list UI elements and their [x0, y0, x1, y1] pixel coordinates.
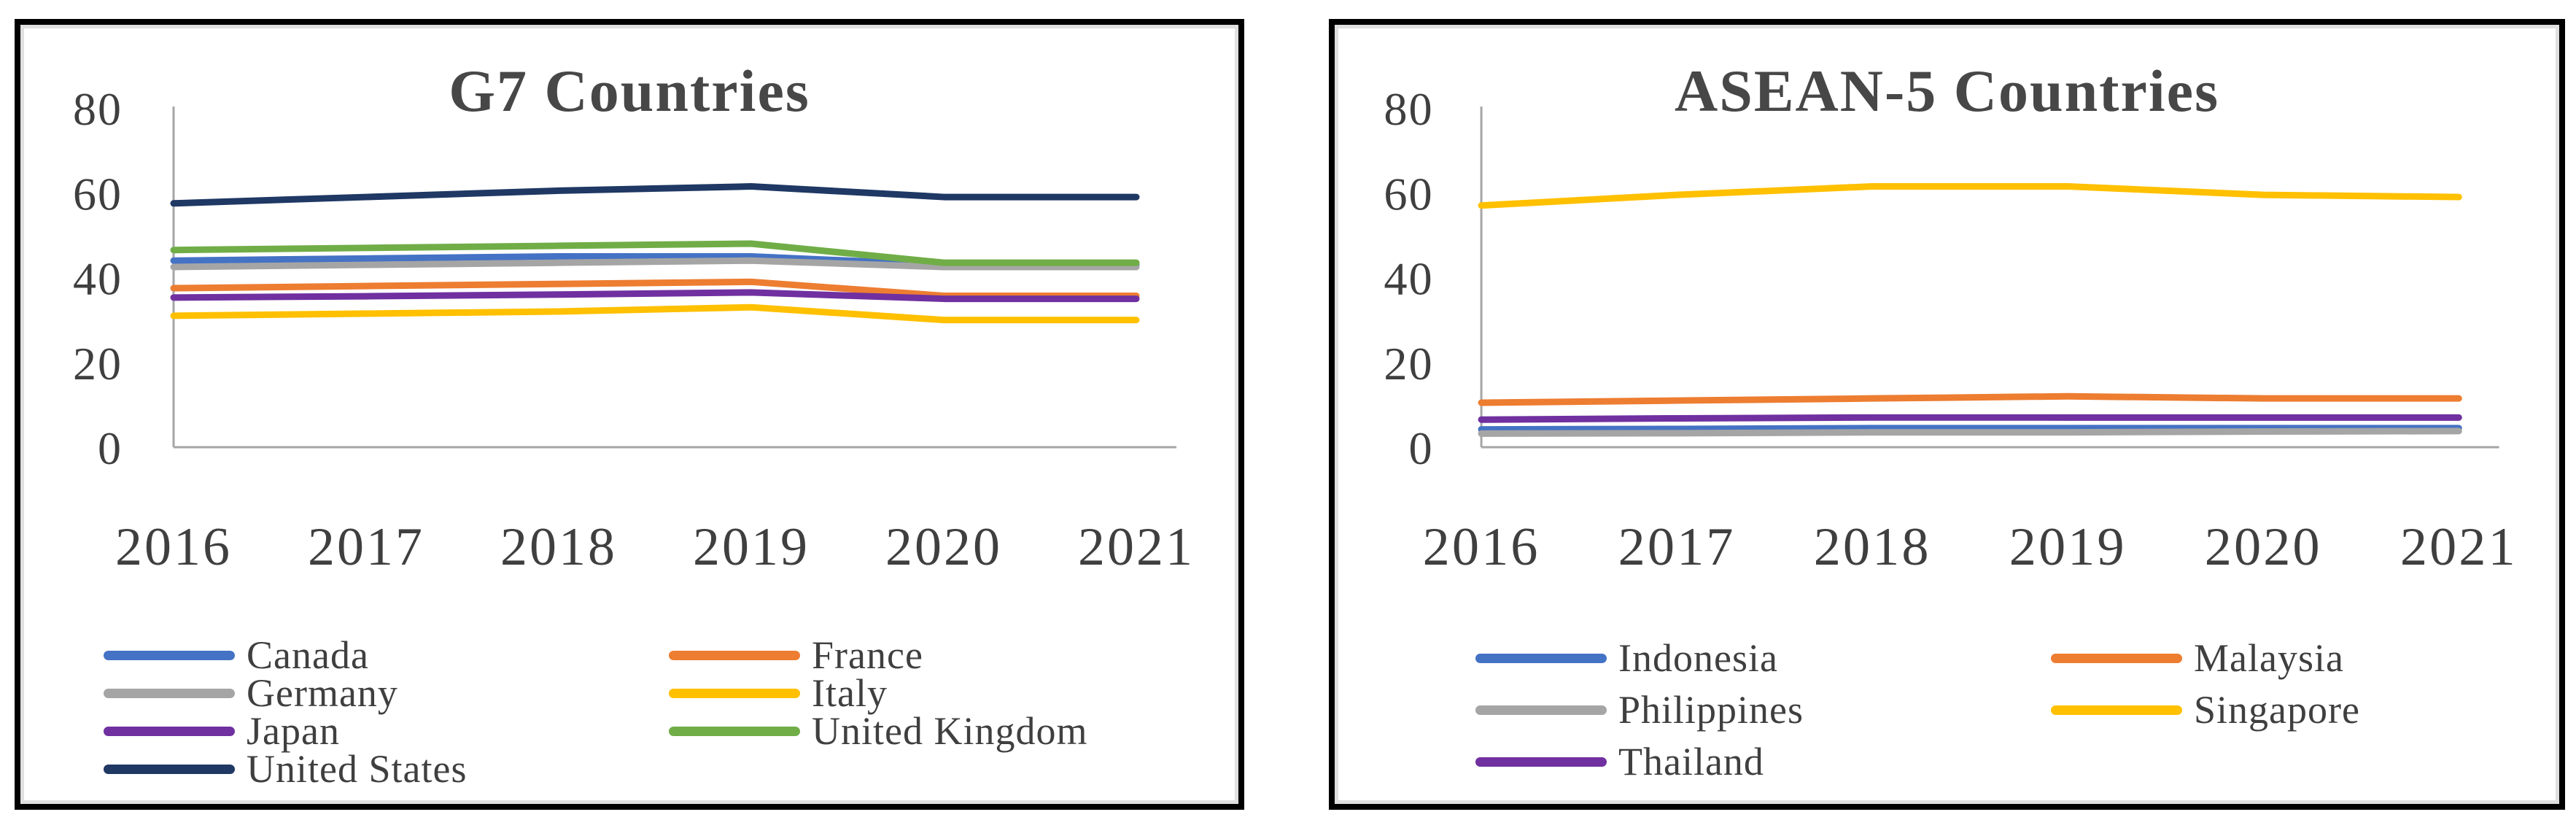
- x-tick-label: 2021: [1078, 517, 1195, 577]
- y-tick-label: 80: [1384, 83, 1433, 135]
- g7-chart-title: G7 Countries: [449, 58, 810, 124]
- series-line-indonesia: [1478, 425, 2462, 433]
- series-line-united-states: [170, 183, 1140, 207]
- x-tick-label: 2016: [1423, 517, 1540, 577]
- x-tick-label: 2017: [1618, 517, 1736, 577]
- y-tick-label: 60: [73, 168, 123, 220]
- x-tick-label: 2016: [115, 517, 232, 577]
- y-tick-label: 20: [1384, 338, 1433, 390]
- y-tick-label: 40: [73, 253, 123, 305]
- series-line-italy: [170, 303, 1140, 324]
- asean5-plot-area: 80 60 40 20 0 2016 2017 2018 2019 2020 2021: [1384, 83, 2518, 577]
- series-line-united-kingdom: [170, 240, 1140, 266]
- y-tick-label: 0: [98, 422, 123, 474]
- series-line-malaysia: [1478, 392, 2462, 406]
- series-line-thailand: [1478, 414, 2462, 423]
- x-tick-label: 2017: [308, 517, 424, 577]
- y-tick-label: 80: [73, 83, 123, 135]
- g7-chart-panel: G7 Countries 80 60 40 20 0 2016 2017 2018 2019 20…: [15, 19, 1244, 810]
- y-tick-label: 40: [1384, 253, 1433, 305]
- series-line-philippines: [1478, 427, 2462, 437]
- asean5-chart-panel: ASEAN-5 Countries 80 60 40 20 0 2016 2017 2018 2…: [1329, 19, 2565, 810]
- y-tick-label: 0: [1409, 422, 1434, 474]
- x-tick-label: 2021: [2400, 517, 2518, 577]
- x-tick-label: 2019: [2009, 517, 2127, 577]
- series-line-singapore: [1478, 183, 2462, 209]
- x-tick-label: 2020: [2205, 517, 2322, 577]
- g7-plot-area: 80 60 40 20 0 2016 2017 2018 2019 2020 2021: [73, 83, 1195, 577]
- x-tick-label: 2019: [693, 517, 810, 577]
- asean5-chart-title: ASEAN-5 Countries: [1675, 58, 2219, 124]
- y-tick-label: 20: [73, 338, 123, 390]
- series-line-germany: [170, 257, 1140, 271]
- x-tick-label: 2018: [500, 517, 617, 577]
- x-tick-label: 2018: [1814, 517, 1931, 577]
- y-tick-label: 60: [1384, 168, 1433, 220]
- x-tick-label: 2020: [885, 517, 1002, 577]
- series-line-japan: [170, 289, 1140, 303]
